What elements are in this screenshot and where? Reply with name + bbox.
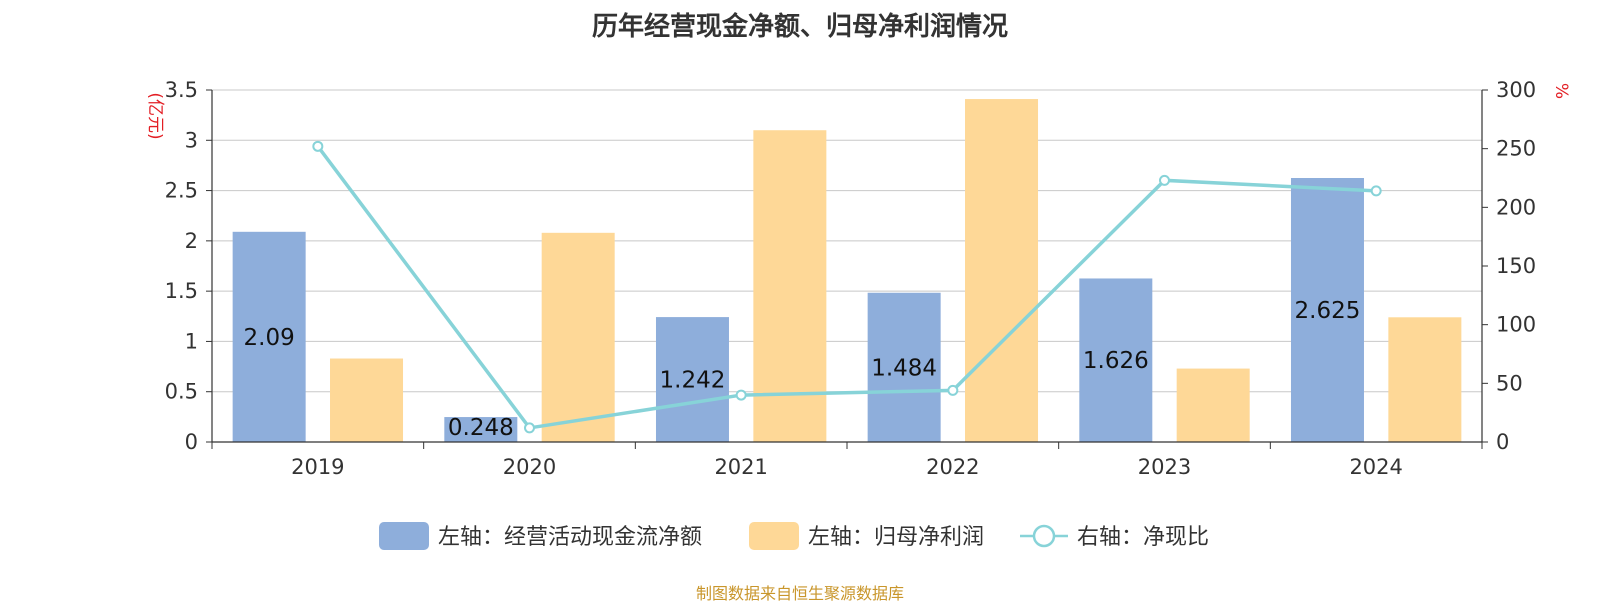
x-tick-label: 2024 xyxy=(1349,455,1402,479)
ratio-point xyxy=(312,140,324,152)
right-tick-label: 250 xyxy=(1496,137,1536,161)
x-tick-label: 2022 xyxy=(926,455,979,479)
legend-item-net-profit[interactable]: 左轴：归母净利润 xyxy=(749,522,984,550)
x-tick-label: 2023 xyxy=(1138,455,1191,479)
legend-swatch-ratio-marker xyxy=(1032,524,1056,548)
source-note: 制图数据来自恒生聚源数据库 xyxy=(695,584,904,603)
left-tick-label: 1.5 xyxy=(165,279,198,303)
legend-swatch-cash-flow xyxy=(379,522,429,550)
cash-flow-bar xyxy=(444,417,518,442)
right-axis-unit: % xyxy=(1551,83,1571,99)
ratio-line xyxy=(312,140,1382,434)
cash-flow-data-label: 0.248 xyxy=(448,415,514,441)
net-profit-bar xyxy=(753,130,827,442)
ratio-point xyxy=(947,384,959,396)
ratio-line-path xyxy=(316,145,1377,430)
legend-label-net-profit: 左轴：归母净利润 xyxy=(808,525,984,550)
ratio-point xyxy=(735,389,747,401)
cash-flow-bar xyxy=(1290,178,1364,442)
legend-swatch-net-profit xyxy=(749,522,799,550)
bars xyxy=(232,99,1462,443)
legend[interactable]: 左轴：经营活动现金流净额 左轴：归母净利润 右轴：净现比 xyxy=(379,522,1209,550)
net-profit-bar xyxy=(1388,317,1462,442)
gridlines xyxy=(212,89,1482,393)
left-tick-label: 0.5 xyxy=(165,380,198,404)
chart-title: 历年经营现金净额、归母净利润情况 xyxy=(591,12,1008,42)
legend-item-ratio[interactable]: 右轴：净现比 xyxy=(1020,524,1209,550)
right-tick-label: 50 xyxy=(1496,371,1523,395)
x-tick-label: 2019 xyxy=(291,455,344,479)
ratio-point xyxy=(524,422,535,434)
x-tick-label: 2021 xyxy=(714,455,767,479)
left-tick-label: 1 xyxy=(185,329,198,353)
x-tick-label: 2020 xyxy=(503,455,556,479)
cash-flow-data-label: 2.09 xyxy=(244,325,295,351)
left-tick-label: 2 xyxy=(185,229,198,253)
ratio-point xyxy=(1159,174,1170,186)
left-tick-label: 3.5 xyxy=(165,78,198,102)
left-tick-label: 2.5 xyxy=(165,179,198,203)
right-tick-label: 150 xyxy=(1496,254,1536,278)
net-profit-bar xyxy=(330,358,404,442)
right-tick-label: 200 xyxy=(1496,195,1536,219)
cash-flow-data-label: 1.626 xyxy=(1083,348,1149,374)
cash-flow-bar xyxy=(867,292,941,442)
cash-flow-bar xyxy=(232,231,306,442)
ratio-point xyxy=(1370,185,1382,197)
right-tick-label: 300 xyxy=(1496,78,1536,102)
left-tick-label: 0 xyxy=(185,430,198,454)
data-labels: 2.09 0.248 1.242 1.484 1.626 2.625 xyxy=(244,298,1361,441)
axes: 0 0.5 1 1.5 2 2.5 3 3.5 0 50 100 150 200 250 300 2019 20… xyxy=(145,78,1571,479)
legend-label-ratio: 右轴：净现比 xyxy=(1077,525,1209,550)
legend-item-cash-flow[interactable]: 左轴：经营活动现金流净额 xyxy=(379,522,702,550)
cash-flow-bar xyxy=(655,317,729,442)
net-profit-bar xyxy=(541,232,615,442)
right-tick-label: 100 xyxy=(1496,313,1536,337)
net-profit-bar xyxy=(965,99,1039,443)
cash-flow-bar xyxy=(1079,278,1153,442)
left-tick-label: 3 xyxy=(185,128,198,152)
net-profit-bar xyxy=(1176,368,1250,442)
cash-flow-data-label: 2.625 xyxy=(1295,298,1361,324)
right-tick-label: 0 xyxy=(1496,430,1509,454)
cash-flow-data-label: 1.484 xyxy=(871,355,937,381)
legend-label-cash-flow: 左轴：经营活动现金流净额 xyxy=(438,525,702,550)
cash-flow-data-label: 1.242 xyxy=(660,368,726,394)
left-axis-unit: (亿元) xyxy=(145,92,165,139)
